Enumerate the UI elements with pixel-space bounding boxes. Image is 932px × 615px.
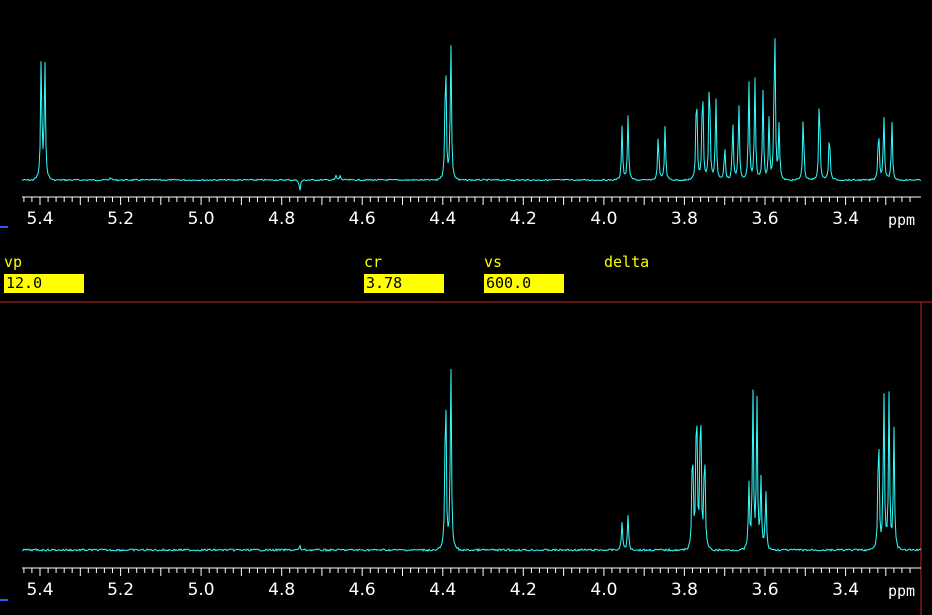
tick-label: 3.4 <box>832 580 859 600</box>
axis-unit-label-top: ppm <box>888 211 915 229</box>
tick-label: 4.8 <box>268 209 295 229</box>
tick-label: 4.2 <box>510 580 537 600</box>
spectrum-trace-bottom <box>21 368 922 553</box>
tick-label: 5.0 <box>188 580 215 600</box>
param-vp-label: vp <box>4 253 23 271</box>
tick-label: 4.6 <box>349 580 376 600</box>
param-cr-field[interactable]: 3.78 <box>364 274 444 293</box>
tick-label: 4.0 <box>590 580 617 600</box>
param-vs-label: vs <box>484 253 503 271</box>
tick-label: 4.8 <box>268 580 295 600</box>
tick-label: 3.6 <box>751 580 778 600</box>
tick-label: 5.2 <box>107 209 134 229</box>
tick-label: 3.8 <box>671 209 698 229</box>
spectrum-trace-top <box>21 38 922 191</box>
tick-label: 4.2 <box>510 209 537 229</box>
param-vs-field[interactable]: 600.0 <box>484 274 564 293</box>
spectrum-panel-top[interactable]: 5.4 5.2 5.0 4.8 4.6 4.4 4.2 4.0 3.8 3.6 3.4 ppm <box>21 38 922 229</box>
tick-label: 5.0 <box>188 209 215 229</box>
ppm-axis-top: 5.4 5.2 5.0 4.8 4.6 4.4 4.2 4.0 3.8 3.6 3.4 <box>22 196 921 229</box>
param-vp-field[interactable]: 12.0 <box>4 274 84 293</box>
param-cr-label: cr <box>364 253 383 271</box>
tick-label: 3.6 <box>751 209 778 229</box>
spectrum-panel-bottom[interactable]: 5.4 5.2 5.0 4.8 4.6 4.4 4.2 4.0 3.8 3.6 3.4 ppm <box>21 368 922 600</box>
tick-label: 4.4 <box>429 580 456 600</box>
tick-label: 3.4 <box>832 209 859 229</box>
ppm-axis-bottom: 5.4 5.2 5.0 4.8 4.6 4.4 4.2 4.0 3.8 3.6 3.4 <box>22 567 921 600</box>
tick-label: 5.4 <box>26 209 53 229</box>
tick-label: 4.6 <box>349 209 376 229</box>
axis-unit-label-bottom: ppm <box>888 582 915 600</box>
tick-label: 5.2 <box>107 580 134 600</box>
tick-label: 4.0 <box>590 209 617 229</box>
tick-label: 4.4 <box>429 209 456 229</box>
tick-label: 3.8 <box>671 580 698 600</box>
tick-label: 5.4 <box>26 580 53 600</box>
delta-button[interactable]: delta <box>604 253 650 271</box>
